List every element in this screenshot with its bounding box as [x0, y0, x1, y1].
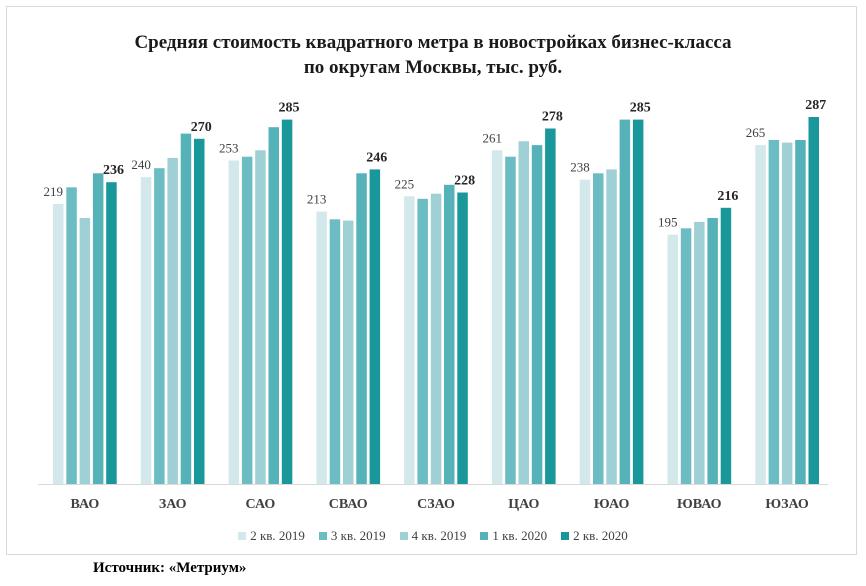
bar-СЗАО-2-кв.-2020	[457, 192, 468, 484]
legend-swatch	[318, 532, 327, 540]
bar-ЮАО-3-кв.-2019	[593, 173, 604, 485]
data-label-САО-2-кв.-2019: 253	[219, 141, 239, 156]
legend-label: 3 кв. 2019	[330, 528, 386, 543]
bar-САО-4-кв.-2019	[255, 150, 266, 485]
bar-ЦАО-3-кв.-2019	[505, 156, 516, 484]
bar-СЗАО-1-кв.-2020	[444, 184, 455, 485]
category-label-ЗАО: ЗАО	[159, 497, 187, 512]
category-label-ЮЗАО: ЮЗАО	[765, 497, 809, 512]
data-label-СЗАО-2-кв.-2019: 225	[395, 176, 415, 191]
bar-СВАО-2-кв.-2019	[316, 211, 327, 484]
bar-ЮАО-2-кв.-2020	[632, 119, 644, 484]
bar-ВАО-3-кв.-2019	[66, 187, 77, 485]
category-label-ЦАО: ЦАО	[508, 497, 539, 512]
bar-ЮВАО-4-кв.-2019	[694, 221, 705, 484]
data-label-ЦАО-2-кв.-2020: 278	[542, 110, 563, 125]
chart-title: Средняя стоимость квадратного метра в но…	[0, 30, 866, 80]
bar-ЮЗАО-1-кв.-2020	[795, 140, 806, 484]
bar-ЦАО-1-кв.-2020	[531, 145, 543, 484]
category-label-ВАО: ВАО	[71, 497, 100, 512]
data-label-ЗАО-2-кв.-2020: 270	[191, 120, 212, 135]
data-label-ЮВАО-2-кв.-2020: 216	[717, 189, 738, 204]
legend-label: 4 кв. 2019	[411, 528, 467, 543]
bar-СЗАО-4-кв.-2019	[430, 193, 442, 484]
bar-ЗАО-3-кв.-2019	[154, 168, 165, 484]
bar-ЗАО-4-кв.-2019	[167, 157, 178, 484]
chart-title-line-1: Средняя стоимость квадратного метра в но…	[134, 32, 732, 53]
bar-ЗАО-1-кв.-2020	[180, 133, 192, 484]
bar-ЦАО-4-кв.-2019	[518, 141, 529, 485]
bar-ЮЗАО-4-кв.-2019	[781, 142, 793, 484]
category-label-ЮАО: ЮАО	[594, 497, 630, 512]
bar-САО-2-кв.-2020	[281, 119, 293, 484]
legend-item-2-кв.-2020: 2 кв. 2020	[561, 528, 628, 544]
data-label-ВАО-2-кв.-2020: 236	[103, 163, 124, 178]
data-label-ЮВАО-2-кв.-2019: 195	[658, 215, 678, 230]
bar-ЗАО-2-кв.-2019	[140, 177, 152, 484]
data-label-САО-2-кв.-2020: 285	[279, 101, 300, 116]
bar-ЮВАО-3-кв.-2019	[680, 228, 692, 484]
data-label-СВАО-2-кв.-2019: 213	[307, 192, 327, 207]
data-label-ЗАО-2-кв.-2019: 240	[131, 157, 151, 172]
bar-ЮЗАО-2-кв.-2020	[808, 117, 819, 484]
bar-СВАО-1-кв.-2020	[356, 173, 367, 485]
bar-САО-3-кв.-2019	[241, 156, 253, 484]
chart-legend: 2 кв. 2019 3 кв. 2019 4 кв. 2019 1 кв. 2020…	[0, 528, 866, 544]
bar-САО-2-кв.-2019	[228, 160, 240, 484]
bar-ЮВАО-2-кв.-2019	[667, 234, 678, 484]
bar-ЮВАО-1-кв.-2020	[707, 218, 718, 484]
legend-swatch	[561, 532, 570, 540]
category-label-ЮВАО: ЮВАО	[677, 497, 722, 512]
data-label-СВАО-2-кв.-2020: 246	[366, 150, 387, 165]
data-label-ЮАО-2-кв.-2019: 238	[570, 160, 590, 175]
bar-СВАО-3-кв.-2019	[329, 219, 341, 485]
data-label-ЦАО-2-кв.-2019: 261	[482, 130, 502, 145]
bar-ЗАО-2-кв.-2020	[194, 138, 205, 485]
bar-СВАО-4-кв.-2019	[343, 220, 354, 484]
category-label-СЗАО: СЗАО	[417, 497, 455, 512]
legend-item-3-кв.-2019: 3 кв. 2019	[318, 528, 386, 544]
bar-ЦАО-2-кв.-2019	[491, 150, 503, 485]
bar-ЦАО-2-кв.-2020	[545, 128, 556, 484]
legend-label: 2 кв. 2020	[573, 528, 628, 543]
legend-label: 1 кв. 2020	[492, 528, 548, 543]
category-label-СВАО: СВАО	[329, 497, 368, 512]
legend-swatch	[399, 532, 408, 540]
data-label-ЮЗАО-2-кв.-2020: 287	[805, 98, 826, 113]
data-label-ВАО-2-кв.-2019: 219	[44, 184, 64, 199]
bar-ЮЗАО-2-кв.-2019	[755, 145, 766, 484]
bar-СВАО-2-кв.-2020	[369, 169, 381, 484]
bar-ЮАО-1-кв.-2020	[619, 119, 631, 484]
legend-swatch	[238, 532, 247, 540]
bar-ВАО-2-кв.-2019	[53, 204, 64, 484]
source-note: Источник: «Метриум»	[93, 560, 247, 576]
legend-item-1-кв.-2020: 1 кв. 2020	[480, 528, 547, 544]
legend-item-4-кв.-2019: 4 кв. 2019	[399, 528, 467, 544]
bar-ЮВАО-2-кв.-2020	[720, 207, 732, 485]
legend-swatch	[480, 532, 489, 540]
data-label-ЮЗАО-2-кв.-2019: 265	[746, 125, 766, 140]
legend-label: 2 кв. 2019	[250, 528, 305, 543]
legend-item-2-кв.-2019: 2 кв. 2019	[238, 528, 305, 544]
chart-title-line-2: по округам Москвы, тыс. руб.	[303, 57, 563, 78]
bar-СЗАО-3-кв.-2019	[417, 198, 428, 485]
bar-ЮЗАО-3-кв.-2019	[768, 140, 780, 484]
bar-ЮАО-2-кв.-2019	[579, 179, 591, 484]
bar-ВАО-4-кв.-2019	[79, 218, 91, 484]
category-label-САО: САО	[246, 497, 276, 512]
bar-ВАО-1-кв.-2020	[92, 173, 104, 485]
data-label-ЮАО-2-кв.-2020: 285	[630, 101, 651, 116]
bar-ВАО-2-кв.-2020	[106, 182, 117, 484]
bar-СЗАО-2-кв.-2019	[404, 196, 415, 485]
bar-ЮАО-4-кв.-2019	[606, 169, 617, 484]
data-label-СЗАО-2-кв.-2020: 228	[454, 174, 475, 189]
bar-САО-1-кв.-2020	[268, 127, 279, 484]
